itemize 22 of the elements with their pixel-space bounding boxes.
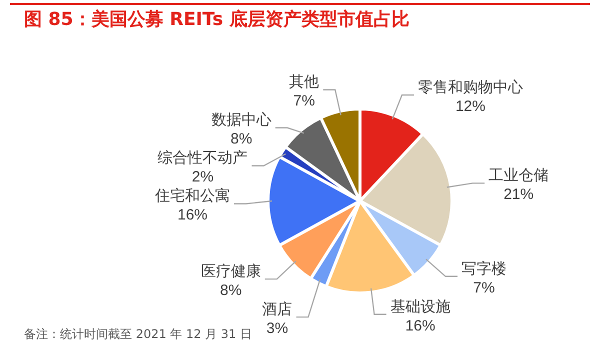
data-label: 12% xyxy=(455,98,486,116)
data-label: 7% xyxy=(473,279,495,296)
data-label: 8% xyxy=(220,282,242,300)
data-label: 2% xyxy=(192,168,214,186)
slice-label: 综合性不动产 xyxy=(158,148,248,167)
slice-label: 基础设施 xyxy=(390,297,450,316)
data-label: 3% xyxy=(266,320,288,338)
data-label: 16% xyxy=(405,317,436,334)
data-label: 16% xyxy=(177,206,208,224)
slice-label: 数据中心 xyxy=(211,110,272,129)
slice-label: 工业仓储 xyxy=(488,166,549,184)
slice-label: 酒店 xyxy=(262,300,292,318)
data-label: 7% xyxy=(293,92,315,110)
data-label: 21% xyxy=(504,186,534,204)
slice-label: 住宅和公寓 xyxy=(154,186,230,205)
slice-label: 其他 xyxy=(289,72,320,91)
slice-label: 写字楼 xyxy=(462,259,507,278)
slice-label: 零售和购物中心 xyxy=(418,78,523,96)
text: 备注：统计时间截至 2021 年 12 月 31 日 xyxy=(24,326,252,343)
slice-label: 医疗健康 xyxy=(200,262,261,280)
chart-title: 图 85：美国公募 REITs 底层资产类型市值占比 xyxy=(24,8,410,31)
data-label: 8% xyxy=(230,130,252,148)
